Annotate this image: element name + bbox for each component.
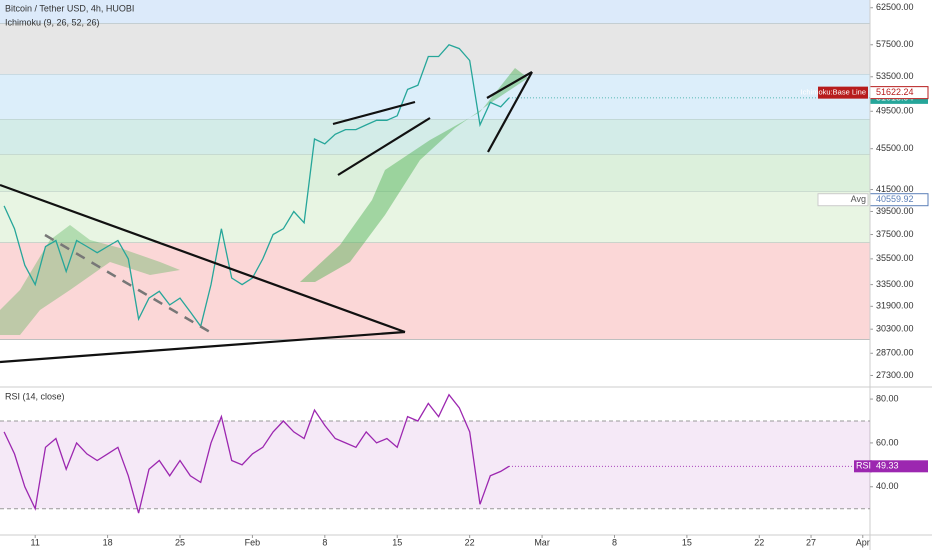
price-zone — [0, 242, 870, 340]
y-tick-label: 33500.00 — [876, 279, 914, 289]
series-line — [3, 44, 510, 328]
y-tick-label: 27300.00 — [876, 370, 914, 380]
y-tick-label: 60.00 — [876, 437, 899, 447]
ichimoku-cloud — [300, 68, 528, 282]
y-tick-label: 45500.00 — [876, 143, 914, 153]
x-tick-label: 22 — [754, 537, 764, 547]
x-tick-label: 8 — [612, 537, 617, 547]
y-tick-label: 53500.00 — [876, 71, 914, 81]
price-zone — [0, 0, 870, 24]
y-tick-label: 37500.00 — [876, 229, 914, 239]
y-tick-label: 30300.00 — [876, 324, 914, 334]
y-tick-label: 35500.00 — [876, 253, 914, 263]
marker-name: Ichimoku:Base Line — [801, 88, 866, 97]
price-zone — [0, 119, 870, 155]
y-tick-label: 57500.00 — [876, 39, 914, 49]
x-tick-label: Apr — [856, 537, 870, 547]
x-tick-label: 27 — [806, 537, 816, 547]
ichimoku-cloud — [0, 225, 180, 335]
price-zone — [0, 154, 870, 192]
price-zone — [0, 23, 870, 75]
x-tick-label: 15 — [682, 537, 692, 547]
trendline — [44, 233, 216, 337]
x-tick-label: 25 — [175, 537, 185, 547]
last-value-box — [870, 460, 928, 473]
x-tick-label: Mar — [534, 537, 550, 547]
y-tick-label: 49500.00 — [876, 106, 914, 116]
x-tick-label: Feb — [245, 537, 261, 547]
marker-value: 51622.24 — [876, 87, 914, 97]
y-tick-label: 41500.00 — [876, 184, 914, 194]
x-tick-label: 8 — [322, 537, 327, 547]
marker-value: 40559.92 — [876, 194, 914, 204]
rsi-band — [0, 420, 870, 509]
trendline — [0, 183, 406, 334]
indicator-label: Ichimoku (9, 26, 52, 26) — [5, 17, 100, 27]
price-zone — [0, 74, 870, 120]
series-label: RSI — [856, 461, 871, 471]
y-tick-label: 39500.00 — [876, 206, 914, 216]
trendline — [0, 330, 406, 364]
trendline — [486, 71, 533, 99]
marker-name-box — [817, 193, 869, 207]
last-value-label: 49.33 — [876, 461, 899, 471]
series-line — [3, 393, 510, 514]
series-label-box — [854, 460, 872, 473]
trendline — [487, 71, 533, 153]
price-zone — [0, 191, 870, 243]
y-tick-label: 62500.00 — [876, 2, 914, 12]
marker-name-box — [818, 86, 868, 99]
x-tick-label: 22 — [465, 537, 475, 547]
x-tick-label: 15 — [392, 537, 402, 547]
trendline — [332, 100, 416, 126]
y-tick-label: 80.00 — [876, 393, 899, 403]
trendline — [337, 117, 431, 176]
rsi-pane: 80.00 60.00 40.00 49.33 RSI — [0, 393, 928, 514]
price-pane: 62500.00 57500.00 53500.00 49500.00 45500.00… — [3, 2, 929, 380]
x-tick-label: 11 — [31, 537, 40, 547]
x-tick-label: 18 — [103, 537, 113, 547]
chart-title: Bitcoin / Tether USD, 4h, HUOBI — [5, 3, 134, 13]
y-tick-label: 40.00 — [876, 481, 899, 491]
rsi-title: RSI (14, close) — [5, 391, 65, 401]
y-tick-label: 31900.00 — [876, 301, 914, 311]
zones — [0, 0, 870, 340]
marker-name: Avg — [851, 194, 866, 204]
y-tick-label: 28700.00 — [876, 348, 914, 358]
